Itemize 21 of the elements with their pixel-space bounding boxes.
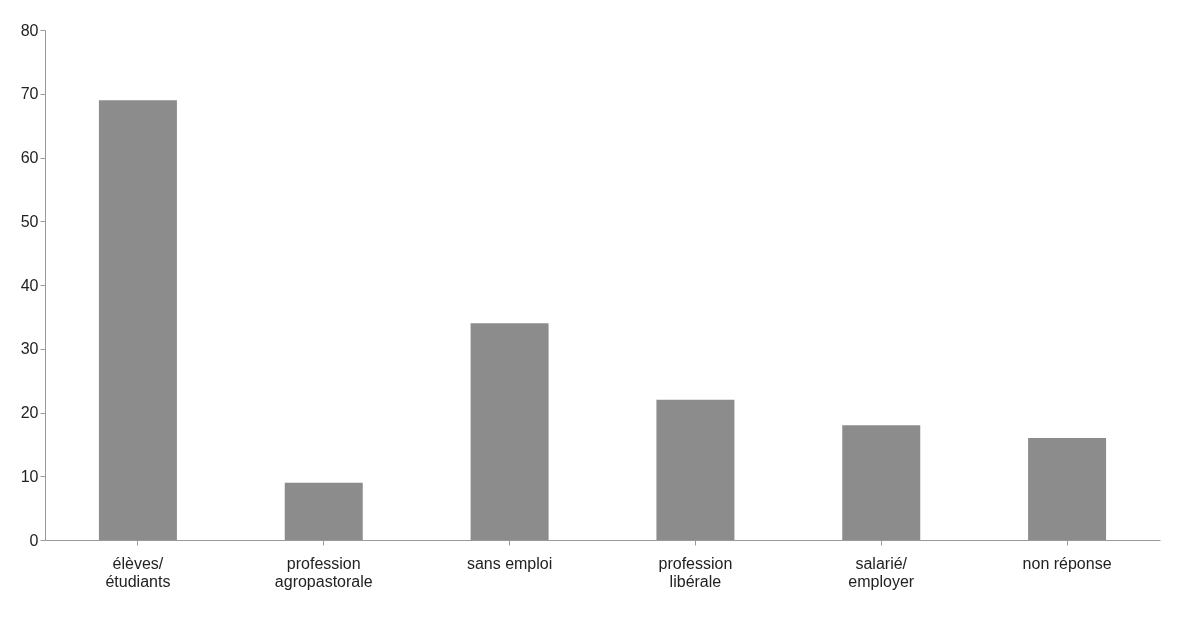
bar [470, 323, 549, 540]
x-tick-label: profession agropastorale [274, 554, 373, 590]
x-tick-label: élèves/ étudiants [105, 554, 171, 590]
x-tick-label: sans emploi [466, 554, 553, 572]
bar [842, 425, 921, 540]
bar [656, 399, 735, 540]
y-tick-label: 40 [20, 276, 39, 294]
y-tick-label: 20 [20, 404, 39, 421]
y-tick-label: 70 [20, 85, 39, 103]
y-tick-label: 10 [20, 467, 39, 485]
bar [98, 100, 177, 540]
y-tick-label: 80 [20, 21, 39, 39]
y-tick-label: 50 [20, 212, 39, 230]
bar [1028, 438, 1107, 540]
x-tick-label: non réponse [1022, 554, 1112, 572]
x-tick-label: profession libérale [658, 554, 733, 590]
y-tick-label: 30 [20, 340, 39, 358]
y-tick-label: 60 [20, 149, 39, 166]
bar [284, 482, 363, 540]
x-tick-label: salarié/ employer [848, 554, 915, 590]
y-tick-label: 0 [29, 531, 39, 549]
